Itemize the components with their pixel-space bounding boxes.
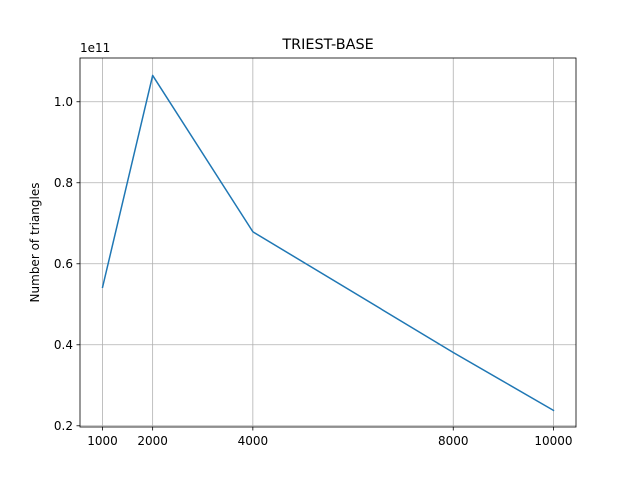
y-tick-label: 0.4 [54, 338, 73, 352]
y-axis-offset-label: 1e11 [80, 41, 110, 55]
x-tick-label: 1000 [87, 434, 118, 448]
grid [80, 58, 576, 427]
x-tick-label: 4000 [238, 434, 269, 448]
y-tick-label: 0.2 [54, 419, 73, 433]
series-line [101, 74, 555, 412]
x-tick-label: 8000 [438, 434, 469, 448]
x-axis: 1000 2000 4000 8000 10000 [87, 427, 573, 448]
y-tick-label: 0.6 [54, 257, 73, 271]
plot-frame [79, 57, 577, 428]
y-axis-label: Number of triangles [28, 183, 42, 303]
x-tick-label: 2000 [137, 434, 168, 448]
y-axis: 0.2 0.4 0.6 0.8 1.0 [54, 95, 80, 433]
x-tick-label: 10000 [534, 434, 572, 448]
y-tick-label: 1.0 [54, 95, 73, 109]
y-tick-label: 0.8 [54, 176, 73, 190]
chart-title: TRIEST-BASE [281, 37, 373, 53]
series-layer [101, 74, 555, 412]
